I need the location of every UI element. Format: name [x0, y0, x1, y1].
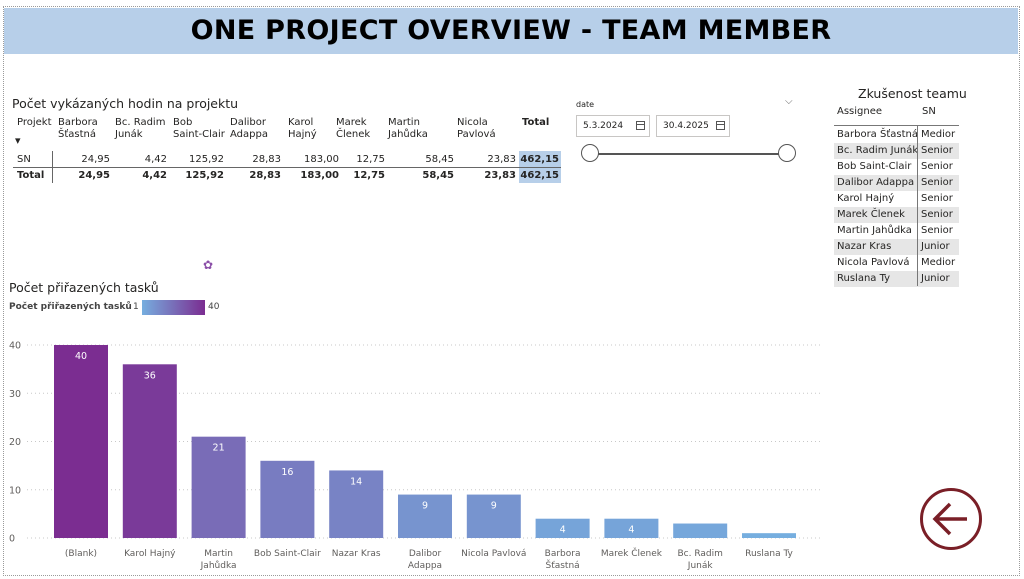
team-assignee: Bob Saint-Clair [837, 161, 912, 172]
team-level: Medior [921, 129, 956, 140]
table-cell: 12,75 [356, 154, 385, 165]
legend-min: 1 [133, 302, 139, 312]
team-assignee: Ruslana Ty [837, 273, 891, 284]
hours-matrix[interactable]: Projekt ▾ Barbora Šťastná Bc. Radim Junák Bob S… [13, 117, 561, 187]
date-range-slider[interactable] [590, 153, 786, 155]
column-header[interactable]: Barbora Šťastná [58, 117, 98, 140]
table-cell: 4,42 [142, 170, 167, 181]
table-cell: 4,42 [144, 154, 167, 165]
team-level: Senior [921, 177, 953, 188]
team-col-level[interactable]: SN [922, 106, 936, 117]
legend-max: 40 [208, 302, 220, 312]
arrow-left-icon [932, 502, 967, 536]
team-assignee: Barbora Šťastná [837, 129, 918, 140]
back-button[interactable] [920, 488, 982, 550]
team-row[interactable]: Dalibor Adappa Senior [834, 175, 959, 191]
team-level: Senior [921, 145, 953, 156]
table-cell: 462,15 [520, 154, 559, 165]
table-cell: 58,45 [422, 170, 454, 181]
calendar-icon[interactable] [636, 121, 645, 130]
column-header[interactable]: Dalibor Adappa [230, 117, 268, 140]
team-row[interactable]: Bob Saint-Clair Senior [834, 159, 959, 175]
slider-end-handle[interactable] [778, 144, 796, 162]
team-row[interactable]: Martin Jahůdka Senior [834, 223, 959, 239]
row-label[interactable]: Total [17, 170, 45, 181]
column-header[interactable]: Nicola Pavlová [457, 117, 496, 140]
legend-label: Počet přiřazených tasků [9, 302, 132, 312]
calendar-icon[interactable] [716, 121, 725, 130]
team-col-assignee[interactable]: Assignee [837, 106, 883, 117]
table-cell: 24,95 [78, 170, 110, 181]
column-header[interactable]: Total [522, 117, 550, 128]
table-cell: 23,83 [487, 154, 516, 165]
team-row[interactable]: Ruslana Ty Junior [834, 271, 959, 287]
page-title: ONE PROJECT OVERVIEW - TEAM MEMBER [190, 15, 832, 46]
team-assignee: Nicola Pavlová [837, 257, 910, 268]
team-row[interactable]: Marek Členek Senior [834, 207, 959, 223]
slider-start-handle[interactable] [581, 144, 599, 162]
legend-gradient [142, 300, 205, 315]
team-assignee: Nazar Kras [837, 241, 892, 252]
team-table-title: Zkušenost teamu [858, 86, 967, 101]
team-level: Medior [921, 257, 956, 268]
row-header-projekt[interactable]: Projekt [17, 117, 52, 128]
column-header[interactable]: Karol Hajný [288, 117, 317, 140]
table-cell: 23,83 [484, 170, 516, 181]
chevron-down-icon[interactable]: ⌵ [785, 96, 793, 107]
table-cell: 24,95 [81, 154, 110, 165]
report-canvas [3, 6, 1020, 576]
column-header[interactable]: Bob Saint-Clair [173, 117, 225, 140]
team-assignee: Bc. Radim Junák [837, 145, 919, 156]
sparkle-icon[interactable]: ✿ [203, 258, 214, 272]
team-row[interactable]: Nazar Kras Junior [834, 239, 959, 255]
column-header[interactable]: Bc. Radim Junák [115, 117, 166, 140]
team-level: Senior [921, 225, 953, 236]
row-label[interactable]: SN [17, 154, 31, 165]
team-row[interactable]: Karol Hajný Senior [834, 191, 959, 207]
team-row[interactable]: Bc. Radim Junák Senior [834, 143, 959, 159]
team-level: Senior [921, 193, 953, 204]
table-cell: 28,83 [252, 154, 281, 165]
team-level: Senior [921, 161, 953, 172]
team-assignee: Martin Jahůdka [837, 225, 912, 236]
total-row-divider [13, 167, 561, 168]
table-cell: 462,15 [520, 170, 559, 181]
team-assignee: Dalibor Adappa [837, 177, 915, 188]
column-header[interactable]: Martin Jahůdka [388, 117, 428, 140]
team-row[interactable]: Barbora Šťastná Medior [834, 127, 959, 143]
date-end-value: 30.4.2025 [663, 121, 709, 131]
table-cell: 183,00 [300, 170, 339, 181]
table-cell: 28,83 [249, 170, 281, 181]
date-start-input[interactable]: 5.3.2024 [576, 115, 650, 137]
team-column-divider [917, 126, 918, 286]
table-cell: 125,92 [189, 154, 224, 165]
team-header-divider [834, 125, 959, 126]
table-cell: 125,92 [185, 170, 224, 181]
team-row[interactable]: Nicola Pavlová Medior [834, 255, 959, 271]
team-level: Junior [921, 241, 950, 252]
table-cell: 12,75 [353, 170, 385, 181]
team-level: Senior [921, 209, 953, 220]
chart-title: Počet přiřazených tasků [9, 280, 159, 295]
hours-matrix-title: Počet vykázaných hodin na projektu [12, 96, 239, 111]
column-header[interactable]: Marek Členek [336, 117, 371, 140]
team-assignee: Marek Členek [837, 209, 905, 220]
title-bar: ONE PROJECT OVERVIEW - TEAM MEMBER [4, 8, 1018, 54]
date-start-value: 5.3.2024 [583, 121, 624, 131]
team-assignee: Karol Hajný [837, 193, 895, 204]
team-level: Junior [921, 273, 950, 284]
sort-arrow-icon[interactable]: ▾ [15, 134, 21, 147]
table-cell: 58,45 [425, 154, 454, 165]
date-end-input[interactable]: 30.4.2025 [656, 115, 730, 137]
date-slicer-label: date [576, 100, 595, 109]
table-cell: 183,00 [304, 154, 339, 165]
